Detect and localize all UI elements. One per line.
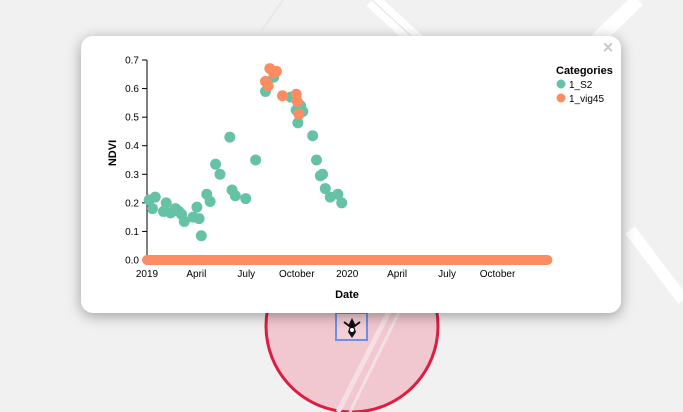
ndvi-scatter-chart: 0.0 0.1 0.2 0.3 0.4 0.5 0.6 0.7 2019 April July Oct… [107,56,613,302]
y-tick-label: 0.6 [125,84,139,95]
vig45-point[interactable] [276,90,288,102]
x-tick-label: 2020 [336,269,359,280]
legend-swatch-vig45 [556,93,566,103]
x-tick-label: October [480,269,516,280]
y-tick-label: 0.5 [125,113,139,124]
chart-popup: × 0.0 0.1 0.2 0.3 0.4 0.5 0.6 0.7 2019 April July O… [81,36,621,313]
vig45-point[interactable] [270,65,282,77]
s2-point[interactable] [160,197,172,209]
s2-point[interactable] [229,190,241,202]
s2-point[interactable] [193,213,205,225]
s2-point[interactable] [214,168,226,180]
crop-marker-icon[interactable] [340,316,364,340]
y-tick-label: 0.0 [125,256,139,267]
vig45-point[interactable] [291,95,303,107]
s2-point[interactable] [336,197,348,209]
s2-point[interactable] [224,131,236,143]
vig45-point[interactable] [262,80,274,92]
legend-title: Categories [556,65,613,77]
s2-point[interactable] [307,130,319,142]
y-tick-label: 0.7 [125,56,139,67]
y-axis-label: NDVI [107,140,119,166]
close-icon[interactable]: × [601,38,615,56]
x-axis-label: Date [335,289,359,301]
s2-point[interactable] [319,183,331,195]
s2-point[interactable] [149,191,161,203]
y-tick-label: 0.4 [125,141,139,152]
legend-swatch-s2 [556,79,566,89]
s2-point[interactable] [311,154,323,166]
y-tick-label: 0.1 [125,227,139,238]
s2-point[interactable] [195,230,207,242]
x-tick-label: July [438,269,456,280]
s2-point[interactable] [146,203,158,215]
x-tick-label: October [279,269,315,280]
vig45-point[interactable] [293,108,305,120]
x-tick-label: 2019 [136,269,159,280]
x-tick-label: July [237,269,255,280]
s2-point[interactable] [204,195,216,207]
y-tick-label: 0.3 [125,170,139,181]
s2-point[interactable] [210,158,222,170]
s2-point[interactable] [292,117,304,129]
chart-legend: Categories 1_S2 1_vig45 [556,65,613,105]
s2-point[interactable] [317,168,329,180]
legend-label-vig45: 1_vig45 [569,94,604,105]
s2-point[interactable] [178,215,190,227]
s2-point[interactable] [240,193,252,205]
s2-point[interactable] [250,154,262,166]
y-tick-label: 0.2 [125,198,139,209]
legend-label-s2: 1_S2 [569,80,593,91]
x-tick-label: April [186,269,206,280]
s2-point[interactable] [332,188,344,200]
s2-point[interactable] [191,201,203,213]
x-tick-label: April [387,269,407,280]
